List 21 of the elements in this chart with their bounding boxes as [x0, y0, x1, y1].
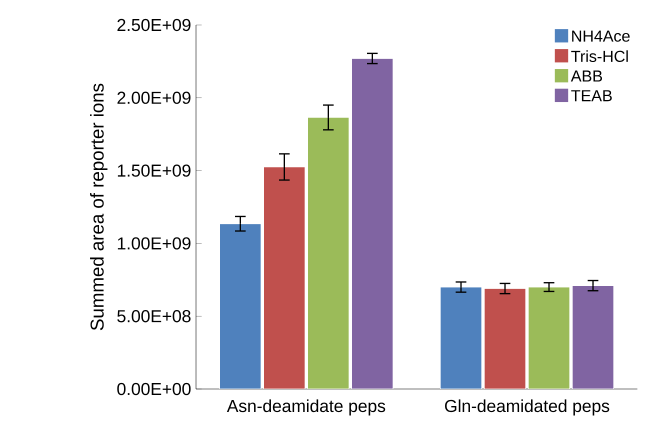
x-tick-label: Asn-deamidate peps	[226, 399, 386, 416]
y-tick-label: 1.50E+09	[118, 164, 190, 177]
bar	[219, 223, 262, 389]
y-axis-title: Summed area of reporter ions	[90, 84, 108, 330]
legend-label: NH4Ace	[572, 30, 630, 42]
y-tick-label: 1.00E+09	[118, 237, 190, 250]
bar	[572, 285, 614, 389]
bar	[307, 117, 350, 389]
y-tick-label: 2.50E+09	[117, 18, 190, 32]
legend-label: TEAB	[571, 90, 612, 102]
y-tick-label: 2.00E+09	[117, 92, 190, 104]
bar	[440, 286, 482, 389]
y-tick-label: 0.00E+00	[117, 382, 191, 396]
legend-label: Tris-HCl	[571, 50, 628, 62]
y-tick-label: 5.00E+08	[117, 310, 191, 322]
legend-label: ABB	[570, 70, 602, 82]
bar	[351, 58, 394, 389]
x-tick-label: Gln-deamidated peps	[445, 399, 610, 416]
bar	[263, 166, 306, 389]
bar	[484, 288, 526, 389]
bar	[528, 286, 570, 389]
